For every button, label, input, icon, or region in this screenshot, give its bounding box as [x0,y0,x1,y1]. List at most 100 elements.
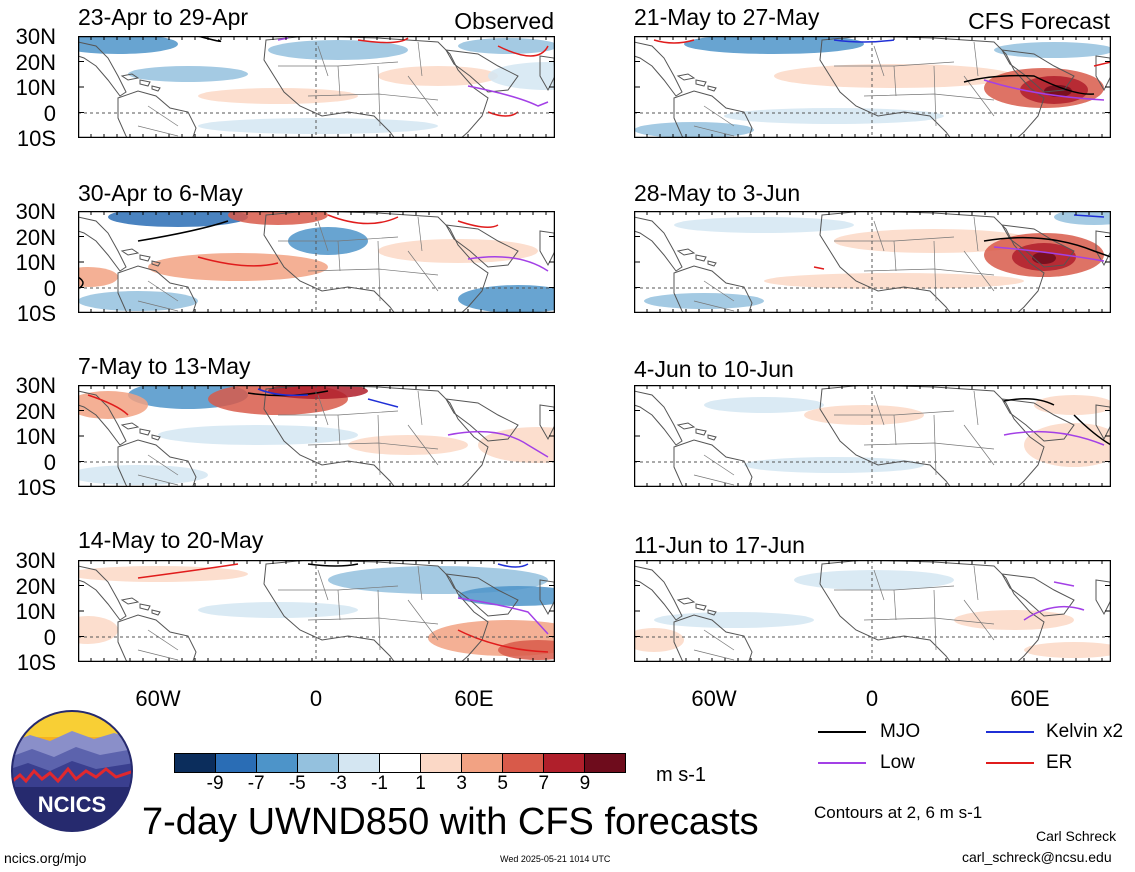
anomaly-shade [478,427,555,463]
map-panel-8 [634,560,1111,662]
ncics-logo: NCICS [11,710,133,832]
map-panel-5 [634,36,1111,138]
panel-title-4: 14-May to 20-May [78,527,264,553]
wave-contour [357,37,409,44]
coastline [120,422,161,441]
x-tick-left-60w: 60W [135,686,181,711]
coastline [117,614,197,662]
anomaly-shade [458,285,555,313]
panel-title-7: 4-Jun to 10-Jun [634,356,794,382]
country-border [893,414,897,446]
anomaly-shade [148,253,328,281]
coastline [673,439,753,487]
coastline [539,230,555,267]
panel-title-5: 21-May to 27-May [634,4,820,30]
anomaly-shade [198,602,358,618]
contour-note: Contours at 2, 6 m s-1 [814,803,983,822]
coastline [676,597,717,616]
anomaly-shade [348,435,468,455]
country-border [963,424,995,466]
coastline [1001,398,1075,442]
colorbar-tick-label: 1 [415,773,426,794]
country-border [933,240,937,302]
wave-contour [983,79,1105,101]
country-border [973,41,979,77]
wave-contour [1053,581,1075,587]
coastline [634,41,683,97]
country-border [317,220,329,252]
wave-contour [257,388,309,397]
colorbar [174,753,626,773]
country-border [703,280,735,302]
observed-tag: Observed [454,8,554,34]
y-tick-row1-10n: 10N [15,75,56,100]
panel-title-6: 28-May to 3-Jun [634,180,801,206]
coastline [1095,55,1111,92]
country-border [893,240,897,272]
wave-contour [1023,605,1085,621]
colorbar-swatch [421,754,462,772]
y-tick-row4-20n: 20N [15,573,56,599]
country-border [337,589,341,621]
map-frame [634,385,1111,487]
legend-label-mjo: MJO [880,721,921,742]
footer-email: carl_schreck@ncsu.edu [962,849,1112,865]
wave-contour [367,398,399,408]
y-tick-row4-0: 0 [43,624,56,650]
anomaly-shade [158,425,358,445]
panel-title-2: 30-Apr to 6-May [78,180,243,206]
map-panel-3 [78,385,555,487]
wave-contour [457,220,499,228]
wave-contour [1093,61,1111,67]
country-border [873,569,885,601]
y-tick-row3-10s: 10S [16,475,56,500]
anomaly-shade [1024,423,1111,467]
colorbar-swatch [216,754,257,772]
anomaly-shade [268,40,408,60]
wave-contour [1003,430,1105,446]
x-tick-right-60w: 60W [691,686,737,711]
legend-line-er [986,762,1034,764]
anomaly-shade [198,118,438,134]
footer-left: ncics.org/mjo [4,850,87,866]
country-border [307,442,439,450]
anomaly-shade [644,293,764,309]
colorbar-tick-label: -9 [206,773,224,794]
wave-contour [457,597,549,635]
legend-line-mjo [818,731,866,733]
country-border [317,569,329,601]
map-frame [634,36,1111,138]
country-border [407,424,439,466]
anomaly-shade [1034,395,1111,415]
wave-contour [963,74,1095,95]
map-panel-4 [78,560,555,662]
country-border [307,617,439,625]
country-border [693,649,735,661]
coastline [676,248,717,267]
country-border [963,599,995,641]
country-border [873,394,885,426]
wave-contour [197,256,279,267]
anomaly-shade [78,267,118,287]
y-tick-row2-0: 0 [43,275,56,301]
coastline [676,422,717,441]
map-panel-2 [78,211,555,313]
colorbar-tick-label: 9 [579,773,591,794]
x-tick-left-0: 0 [309,686,323,711]
colorbar-tick-label: 3 [456,773,467,794]
wave-contour [993,246,1105,262]
logo-text: NCICS [38,792,106,817]
country-border [693,300,735,312]
country-border [973,565,979,601]
country-border [147,280,179,302]
units-label: m s-1 [656,764,706,786]
coastline [445,398,519,442]
country-border [137,474,179,486]
coastline [1095,404,1111,441]
anomaly-shade [764,273,1024,289]
coastline [117,439,197,487]
panel-title-1: 23-Apr to 29-Apr [78,4,249,30]
wave-contour [497,45,549,57]
map-panel-1 [78,36,555,138]
country-border [417,41,423,77]
